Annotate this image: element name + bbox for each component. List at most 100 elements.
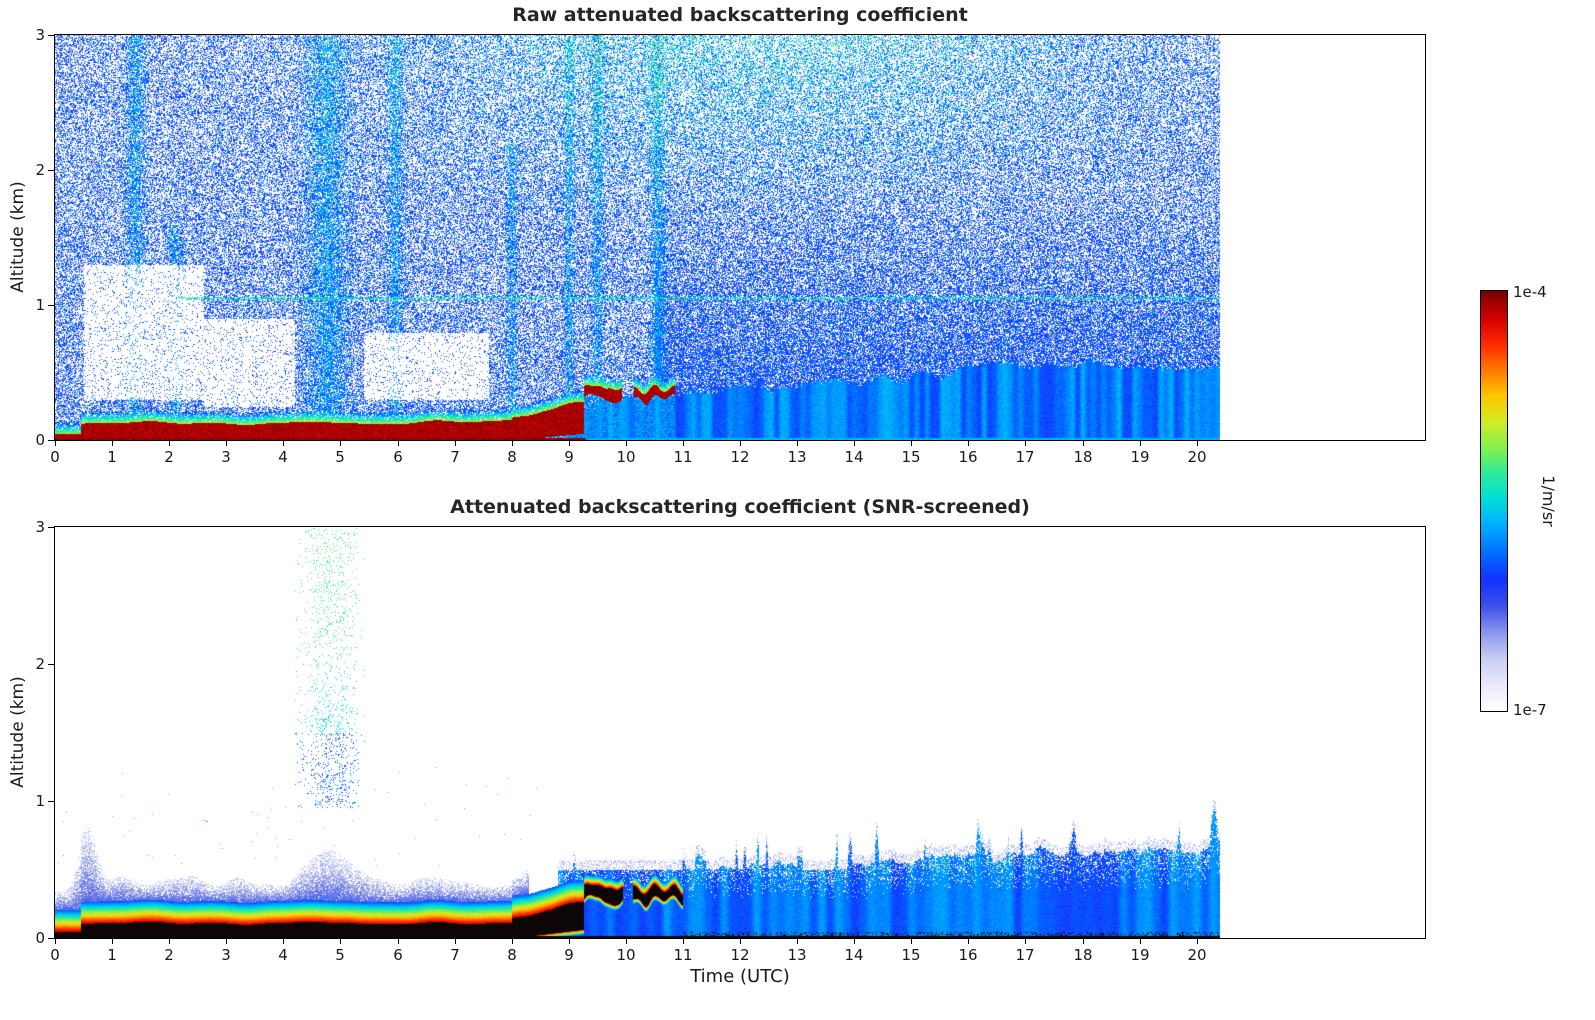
x-tick-label: 6 xyxy=(393,448,403,466)
y-tick-label: 1 xyxy=(35,792,45,810)
x-tick-label: 17 xyxy=(1015,946,1035,964)
x-tick-mark xyxy=(854,441,855,446)
panel-raw-title: Raw attenuated backscattering coefficien… xyxy=(512,4,968,26)
x-tick-mark xyxy=(1197,939,1198,944)
x-tick-label: 18 xyxy=(1073,946,1093,964)
x-tick-label: 4 xyxy=(278,946,288,964)
x-tick-label: 20 xyxy=(1187,448,1207,466)
x-tick-label: 2 xyxy=(164,946,174,964)
x-tick-label: 6 xyxy=(393,946,403,964)
x-tick-mark xyxy=(55,939,56,944)
x-tick-label: 5 xyxy=(335,946,345,964)
x-tick-label: 10 xyxy=(616,448,636,466)
x-tick-mark xyxy=(968,441,969,446)
panel-raw-heatmap xyxy=(55,35,1425,440)
x-tick-label: 11 xyxy=(673,448,693,466)
x-tick-label: 12 xyxy=(730,448,750,466)
x-tick-mark xyxy=(626,939,627,944)
x-tick-label: 3 xyxy=(221,448,231,466)
y-tick-mark xyxy=(48,170,54,171)
x-tick-mark xyxy=(683,939,684,944)
x-tick-mark xyxy=(455,441,456,446)
x-tick-mark xyxy=(911,441,912,446)
x-tick-mark xyxy=(226,939,227,944)
y-tick-label: 1 xyxy=(35,296,45,314)
x-tick-mark xyxy=(569,939,570,944)
x-tick-mark xyxy=(169,441,170,446)
y-tick-mark xyxy=(48,305,54,306)
x-tick-mark xyxy=(1140,939,1141,944)
x-tick-label: 13 xyxy=(787,448,807,466)
panel-screened-heatmap xyxy=(55,527,1425,938)
x-tick-label: 9 xyxy=(564,946,574,964)
x-tick-mark xyxy=(569,441,570,446)
x-tick-label: 2 xyxy=(164,448,174,466)
x-tick-label: 17 xyxy=(1015,448,1035,466)
x-tick-label: 0 xyxy=(50,946,60,964)
y-tick-mark xyxy=(48,527,54,528)
x-tick-mark xyxy=(797,441,798,446)
x-tick-label: 8 xyxy=(507,946,517,964)
x-tick-mark xyxy=(1140,441,1141,446)
y-tick-label: 0 xyxy=(35,431,45,449)
x-tick-label: 4 xyxy=(278,448,288,466)
x-tick-label: 12 xyxy=(730,946,750,964)
y-tick-label: 2 xyxy=(35,655,45,673)
x-tick-mark xyxy=(740,441,741,446)
y-tick-mark xyxy=(48,440,54,441)
y-tick-label: 3 xyxy=(35,518,45,536)
x-tick-label: 10 xyxy=(616,946,636,964)
colorbar-min-label: 1e-7 xyxy=(1513,701,1547,719)
panel-screened-title: Attenuated backscattering coefficient (S… xyxy=(450,496,1030,518)
x-tick-mark xyxy=(512,441,513,446)
x-tick-label: 18 xyxy=(1073,448,1093,466)
x-tick-mark xyxy=(283,939,284,944)
x-tick-label: 15 xyxy=(901,946,921,964)
x-tick-label: 5 xyxy=(335,448,345,466)
x-tick-mark xyxy=(1083,939,1084,944)
y-tick-label: 2 xyxy=(35,161,45,179)
x-tick-mark xyxy=(55,441,56,446)
x-tick-mark xyxy=(169,939,170,944)
x-tick-label: 16 xyxy=(958,946,978,964)
x-tick-label: 11 xyxy=(673,946,693,964)
y-tick-label: 0 xyxy=(35,929,45,947)
x-tick-label: 9 xyxy=(564,448,574,466)
y-tick-mark xyxy=(48,664,54,665)
x-tick-mark xyxy=(226,441,227,446)
x-tick-mark xyxy=(1025,939,1026,944)
x-tick-mark xyxy=(112,441,113,446)
x-axis-label: Time (UTC) xyxy=(690,966,790,987)
y-tick-mark xyxy=(48,938,54,939)
x-tick-mark xyxy=(854,939,855,944)
x-tick-label: 14 xyxy=(844,946,864,964)
x-tick-mark xyxy=(455,939,456,944)
y-tick-mark xyxy=(48,801,54,802)
x-tick-label: 8 xyxy=(507,448,517,466)
x-tick-mark xyxy=(340,441,341,446)
x-tick-label: 13 xyxy=(787,946,807,964)
x-tick-mark xyxy=(740,939,741,944)
x-tick-mark xyxy=(683,441,684,446)
x-tick-label: 15 xyxy=(901,448,921,466)
x-tick-mark xyxy=(398,939,399,944)
x-tick-mark xyxy=(283,441,284,446)
x-tick-label: 19 xyxy=(1130,946,1150,964)
x-tick-label: 1 xyxy=(107,448,117,466)
x-tick-mark xyxy=(626,441,627,446)
x-tick-label: 3 xyxy=(221,946,231,964)
colorbar-gradient xyxy=(1481,291,1507,711)
x-tick-label: 14 xyxy=(844,448,864,466)
y-tick-label: 3 xyxy=(35,26,45,44)
colorbar-max-label: 1e-4 xyxy=(1513,283,1547,301)
x-tick-mark xyxy=(968,939,969,944)
x-tick-label: 7 xyxy=(450,448,460,466)
x-tick-mark xyxy=(512,939,513,944)
x-tick-label: 1 xyxy=(107,946,117,964)
x-tick-label: 7 xyxy=(450,946,460,964)
x-tick-label: 16 xyxy=(958,448,978,466)
x-tick-label: 20 xyxy=(1187,946,1207,964)
x-tick-mark xyxy=(1025,441,1026,446)
colorbar-units-label: 1/m/sr xyxy=(1539,475,1558,527)
